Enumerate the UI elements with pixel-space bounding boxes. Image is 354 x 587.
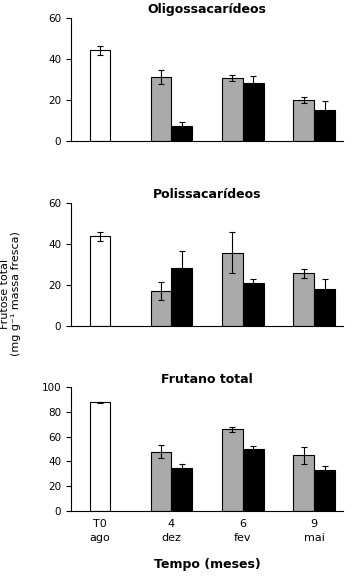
Bar: [171, 467, 192, 511]
Bar: [293, 456, 314, 511]
Title: Frutano total: Frutano total: [161, 373, 253, 386]
Text: 4: 4: [168, 519, 175, 529]
Bar: [150, 77, 171, 141]
Bar: [90, 402, 110, 511]
Text: Tempo (meses): Tempo (meses): [154, 558, 261, 571]
Bar: [243, 449, 263, 511]
Text: T0: T0: [93, 519, 107, 529]
Title: Polissacarídeos: Polissacarídeos: [153, 188, 261, 201]
Text: 9: 9: [310, 519, 318, 529]
Bar: [90, 237, 110, 326]
Bar: [293, 100, 314, 141]
Bar: [171, 268, 192, 326]
Bar: [171, 126, 192, 141]
Bar: [314, 470, 335, 511]
Bar: [293, 274, 314, 326]
Bar: [150, 451, 171, 511]
Bar: [243, 283, 263, 326]
Text: fev: fev: [234, 533, 252, 543]
Bar: [314, 289, 335, 326]
Text: 6: 6: [239, 519, 246, 529]
Text: Frutose total
(mg g⁻¹ massa fresca): Frutose total (mg g⁻¹ massa fresca): [0, 231, 22, 356]
Bar: [150, 291, 171, 326]
Text: mai: mai: [304, 533, 325, 543]
Bar: [243, 83, 263, 141]
Bar: [222, 78, 243, 141]
Bar: [314, 110, 335, 141]
Text: ago: ago: [90, 533, 110, 543]
Bar: [222, 429, 243, 511]
Bar: [222, 253, 243, 326]
Bar: [90, 50, 110, 141]
Text: dez: dez: [161, 533, 181, 543]
Title: Oligossacarídeos: Oligossacarídeos: [148, 4, 267, 16]
